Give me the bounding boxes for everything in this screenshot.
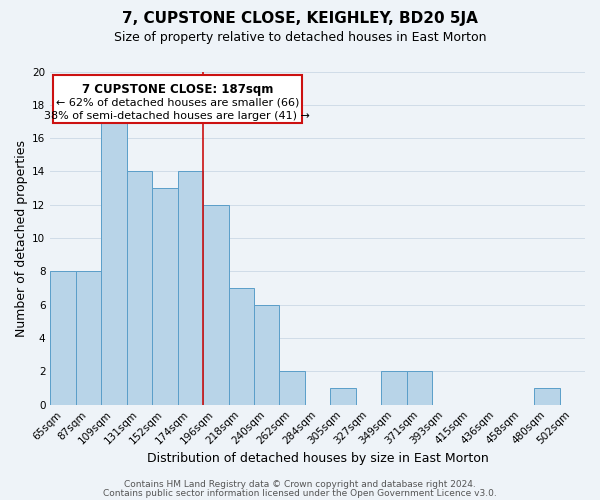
- Bar: [280, 372, 305, 404]
- Text: Contains public sector information licensed under the Open Government Licence v3: Contains public sector information licen…: [103, 488, 497, 498]
- Text: 7 CUPSTONE CLOSE: 187sqm: 7 CUPSTONE CLOSE: 187sqm: [82, 83, 273, 96]
- Bar: [76, 272, 101, 404]
- Bar: [381, 372, 407, 404]
- Bar: [407, 372, 432, 404]
- Bar: [53, 75, 302, 123]
- Bar: [50, 272, 76, 404]
- Text: Contains HM Land Registry data © Crown copyright and database right 2024.: Contains HM Land Registry data © Crown c…: [124, 480, 476, 489]
- Text: Size of property relative to detached houses in East Morton: Size of property relative to detached ho…: [114, 31, 486, 44]
- Bar: [127, 172, 152, 404]
- Y-axis label: Number of detached properties: Number of detached properties: [15, 140, 28, 336]
- Text: 7, CUPSTONE CLOSE, KEIGHLEY, BD20 5JA: 7, CUPSTONE CLOSE, KEIGHLEY, BD20 5JA: [122, 11, 478, 26]
- Bar: [203, 205, 229, 404]
- Text: ← 62% of detached houses are smaller (66): ← 62% of detached houses are smaller (66…: [56, 98, 299, 108]
- X-axis label: Distribution of detached houses by size in East Morton: Distribution of detached houses by size …: [147, 452, 488, 465]
- Bar: [534, 388, 560, 404]
- Bar: [178, 172, 203, 404]
- Text: 38% of semi-detached houses are larger (41) →: 38% of semi-detached houses are larger (…: [44, 111, 310, 121]
- Bar: [254, 305, 280, 404]
- Bar: [331, 388, 356, 404]
- Bar: [152, 188, 178, 404]
- Bar: [229, 288, 254, 405]
- Bar: [101, 122, 127, 405]
